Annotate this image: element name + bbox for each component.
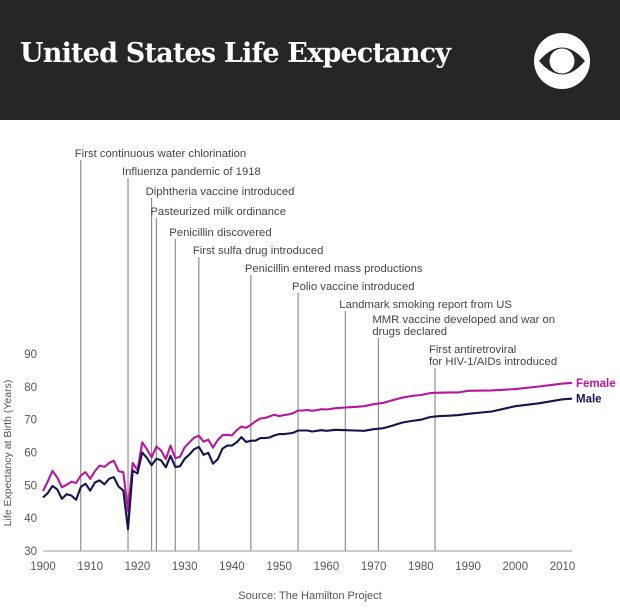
x-tick-label: 1980	[408, 561, 434, 573]
x-tick-label: 2000	[503, 561, 529, 573]
axes: 1900 1910 1920 1930 1940 1950 1960 1970 1980 1990…	[2, 349, 575, 573]
legend: Female Male	[576, 378, 616, 406]
annotation-label: Influenza pandemic of 1918	[122, 166, 261, 178]
y-tick-label: 90	[24, 349, 37, 361]
annotation-label: drugs declared	[372, 326, 447, 338]
series-lines	[42, 381, 573, 531]
x-tick-label: 1950	[266, 561, 292, 573]
cbs-eye-icon	[534, 33, 590, 89]
annotation-label: First sulfa drug introduced	[193, 245, 324, 257]
x-tick-label: 1940	[219, 561, 245, 573]
legend-female: Female	[576, 378, 616, 390]
y-tick-label: 60	[24, 448, 37, 460]
source-note: Source: The Hamilton Project	[238, 590, 382, 602]
legend-male: Male	[576, 394, 602, 406]
annotation-label: Polio vaccine introduced	[292, 281, 414, 293]
annotation-label: Diphtheria vaccine introduced	[146, 186, 295, 198]
x-tick-label: 1930	[172, 561, 198, 573]
y-tick-label: 50	[24, 480, 37, 492]
y-tick-label: 40	[24, 513, 37, 525]
annotation-label: Penicillin discovered	[169, 227, 271, 239]
x-tick-label: 1920	[125, 561, 151, 573]
y-tick-label: 80	[24, 382, 37, 394]
annotation-label: MMR vaccine developed and war on	[372, 314, 555, 326]
header-banner: United States Life Expectancy	[0, 0, 620, 120]
annotations: First continuous water chlorination Influ…	[75, 148, 557, 551]
x-tick-label: 2010	[550, 561, 576, 573]
annotation-label: First continuous water chlorination	[75, 148, 246, 160]
annotation-label: Landmark smoking report from US	[339, 299, 512, 311]
x-tick-label: 1970	[361, 561, 387, 573]
annotation-label: for HIV-1/AIDs introduced	[429, 356, 557, 368]
life-expectancy-chart: First continuous water chlorination Influ…	[2, 148, 616, 573]
annotation-label: Penicillin entered mass productions	[245, 263, 423, 275]
x-tick-label: 1960	[314, 561, 340, 573]
y-axis-title: Life Expectancy at Birth (Years)	[2, 380, 14, 527]
series-line-female	[42, 381, 573, 512]
x-tick-label: 1910	[77, 561, 103, 573]
x-tick-label: 1990	[455, 561, 481, 573]
y-tick-label: 70	[24, 415, 37, 427]
annotation-label: First antiretroviral	[429, 344, 516, 356]
series-line-male	[42, 397, 573, 531]
x-tick-label: 1900	[30, 561, 56, 573]
page-title: United States Life Expectancy	[20, 38, 451, 69]
annotation-label: Pasteurized milk ordinance	[150, 206, 286, 218]
y-tick-label: 30	[24, 546, 37, 558]
